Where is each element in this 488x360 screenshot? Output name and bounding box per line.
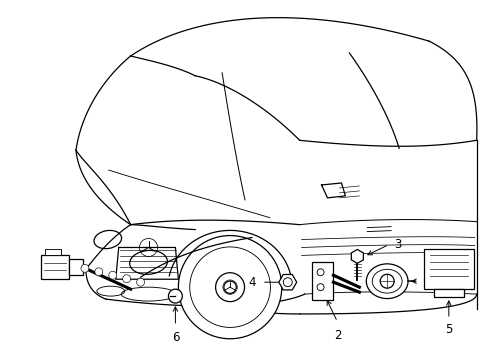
Text: 3: 3 [393,238,401,251]
FancyBboxPatch shape [69,260,83,275]
Circle shape [81,264,89,272]
Circle shape [95,268,102,276]
Circle shape [136,278,144,286]
Text: 1: 1 [423,275,430,288]
FancyBboxPatch shape [311,262,333,300]
Circle shape [168,289,182,303]
FancyBboxPatch shape [41,255,69,279]
Text: 4: 4 [248,276,255,289]
Text: 2: 2 [333,329,341,342]
Circle shape [122,275,130,283]
Circle shape [108,271,117,279]
FancyBboxPatch shape [433,289,463,297]
Ellipse shape [366,264,407,298]
FancyBboxPatch shape [45,249,61,255]
Circle shape [178,235,281,339]
FancyBboxPatch shape [423,249,473,289]
Text: 5: 5 [444,323,451,336]
Text: 6: 6 [171,331,179,344]
